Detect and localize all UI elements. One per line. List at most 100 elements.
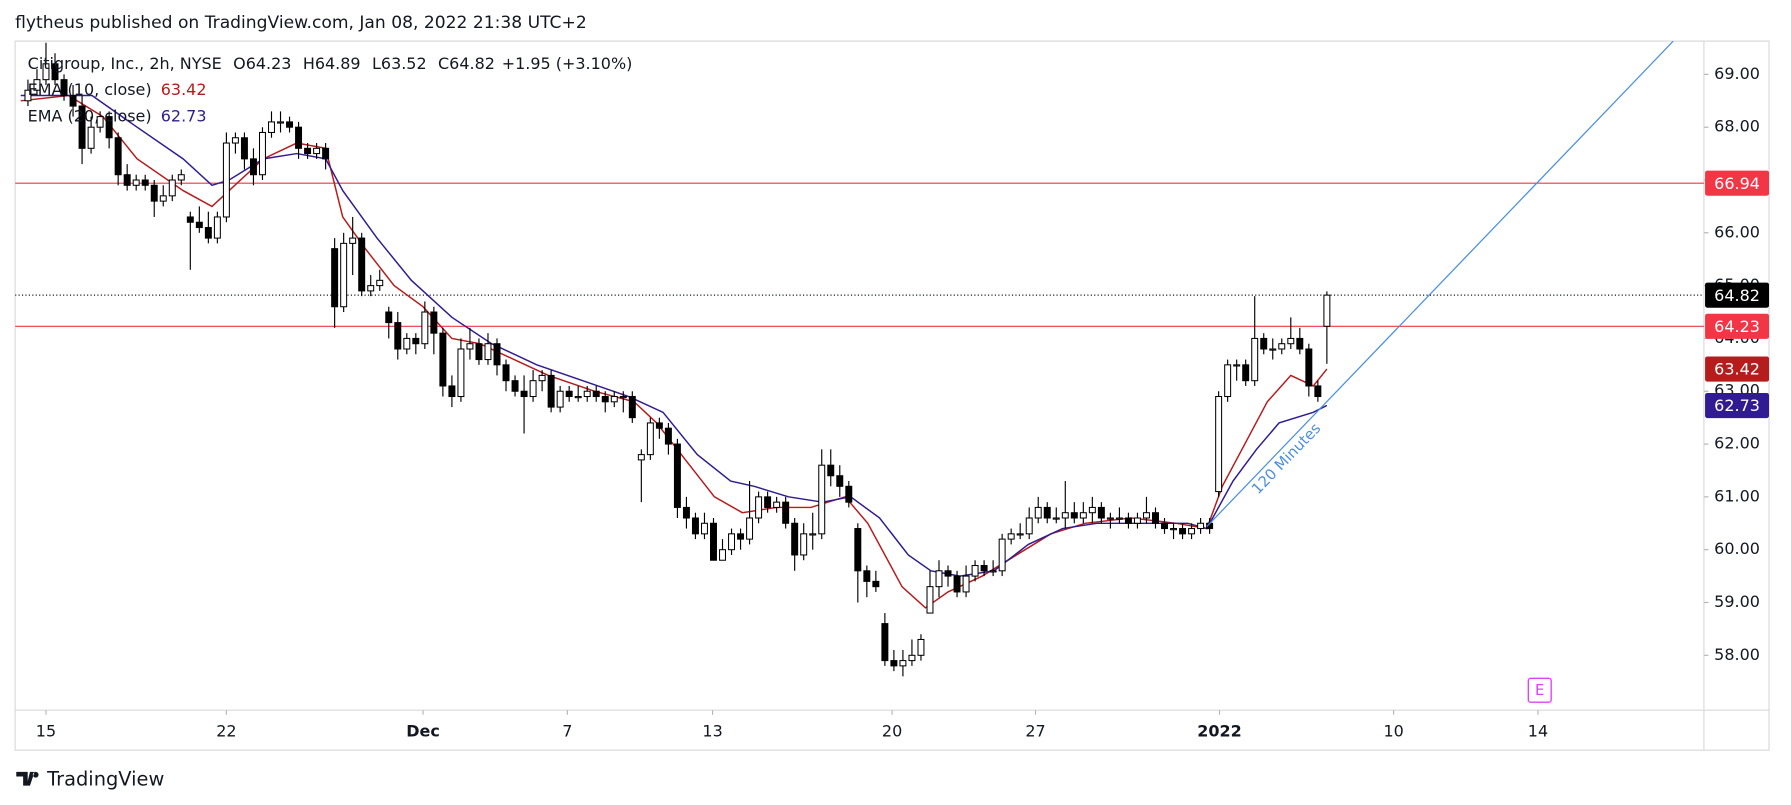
x-tick-label: 13 (702, 721, 722, 740)
candle-body (1016, 533, 1024, 536)
candle-body (1269, 348, 1277, 351)
candle-body (601, 396, 609, 403)
candle-body (610, 396, 618, 403)
candle-body (466, 343, 474, 350)
candle-body (123, 174, 131, 186)
legend-ema-value: 63.42 (161, 80, 207, 99)
candle-body (1124, 517, 1132, 524)
candle-body (132, 179, 140, 186)
earnings-marker (1527, 677, 1552, 703)
candle-body (105, 116, 113, 139)
y-tick-label: 60.00 (1714, 539, 1760, 558)
candle-body (304, 147, 312, 155)
candle-body (845, 485, 853, 503)
candle-body (195, 221, 203, 229)
candle-body (556, 390, 564, 408)
candle-body (565, 390, 573, 398)
candle-body (222, 142, 230, 218)
candle-body (385, 311, 393, 324)
candle-body (484, 343, 492, 361)
price-label: 62.73 (1714, 396, 1760, 415)
candle-body (1170, 528, 1178, 531)
candle-body (1233, 364, 1241, 367)
y-tick-label: 58.00 (1714, 645, 1760, 664)
x-tick-label: 22 (216, 721, 236, 740)
candle-body (682, 506, 690, 519)
price-label-box (1705, 282, 1770, 308)
candle-body (1097, 506, 1105, 519)
candle-body (998, 538, 1006, 572)
candle-body (1242, 364, 1250, 382)
x-tick-label: Dec (406, 721, 440, 740)
candle-body (917, 638, 925, 656)
candle-body (989, 570, 997, 573)
legend-key: O (233, 53, 246, 72)
candle-body (1287, 337, 1295, 345)
candle-body (908, 654, 916, 662)
candle-body (69, 94, 77, 107)
candle-body (493, 343, 501, 366)
candle-body (962, 575, 970, 593)
candle-body (313, 147, 321, 155)
candle-body (502, 364, 510, 382)
price-label: 64.82 (1714, 286, 1760, 305)
candle-body (24, 89, 32, 102)
candle-body (1224, 364, 1232, 398)
candle-body (592, 390, 600, 398)
y-tick-label: 69.00 (1714, 64, 1760, 83)
publish-header: flytheus published on TradingView.com, J… (15, 13, 587, 33)
candle-body (511, 380, 519, 392)
price-label: 66.94 (1714, 174, 1760, 193)
candle-body (141, 179, 149, 186)
footer-brand: TradingView (46, 767, 164, 790)
candle-body (268, 121, 275, 133)
footer-logo: TradingView (16, 767, 164, 790)
price-label-box (1705, 170, 1770, 196)
candle-body (773, 501, 781, 508)
x-tick-label: 7 (562, 721, 572, 740)
candle-body (150, 184, 158, 202)
legend-ema: EMA (20, close) 62.73 (28, 106, 207, 125)
legend-ema-value: 62.73 (161, 106, 207, 125)
candle-body (114, 137, 122, 176)
candle-body (538, 374, 546, 382)
candle-body (574, 396, 582, 399)
candle-body (890, 660, 898, 667)
candle-body (430, 311, 438, 334)
y-tick-label: 61.00 (1714, 486, 1760, 505)
legend-value: 64.23 (246, 53, 292, 72)
candle-body (827, 464, 835, 477)
candle-body (782, 501, 790, 524)
candle-body (1106, 517, 1114, 520)
candle-body (637, 454, 645, 461)
candle-body (836, 475, 844, 487)
candle-body (1142, 512, 1150, 519)
candle-body (737, 533, 745, 540)
candle-body (809, 533, 817, 536)
candle-body (376, 279, 384, 287)
candle-body (240, 137, 248, 160)
candle-body (286, 121, 294, 128)
candle-body (60, 79, 68, 97)
trend-line (1206, 41, 1674, 527)
y-tick-label: 68.00 (1714, 117, 1760, 136)
price-label-box (1705, 313, 1770, 339)
candle-body (664, 427, 672, 445)
candle-body (78, 105, 86, 149)
legend-title: Citigroup, Inc., 2h, NYSE (28, 53, 222, 72)
x-tick-label: 15 (36, 721, 56, 740)
candle-body (728, 533, 736, 551)
candle-body (358, 237, 366, 292)
legend-key: C (438, 53, 449, 72)
ema-line (20, 94, 1328, 577)
candle-body (628, 396, 636, 419)
candle-body (1007, 533, 1015, 540)
candle-body (1278, 343, 1286, 350)
legend-key: H (303, 53, 315, 72)
candle-body (529, 380, 537, 398)
candle-body (547, 374, 555, 408)
candle-body (177, 174, 185, 181)
price-label-box (1705, 356, 1770, 382)
candle-body (394, 322, 402, 350)
